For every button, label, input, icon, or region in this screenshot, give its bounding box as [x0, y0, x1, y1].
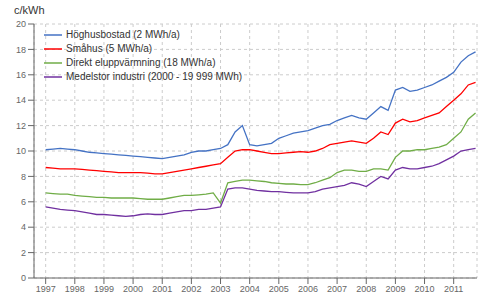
svg-text:2002: 2002	[181, 284, 201, 294]
svg-text:4: 4	[21, 222, 26, 232]
svg-text:2: 2	[21, 248, 26, 258]
svg-text:0: 0	[21, 273, 26, 283]
svg-text:2004: 2004	[240, 284, 260, 294]
svg-text:2005: 2005	[269, 284, 289, 294]
svg-text:2007: 2007	[327, 284, 347, 294]
svg-text:2003: 2003	[211, 284, 231, 294]
svg-text:1999: 1999	[94, 284, 114, 294]
html-text:Direkt eluppvärmning (18 MWh/a: Direkt eluppvärmning (18 MWh/a)	[66, 57, 216, 68]
svg-text:2000: 2000	[123, 284, 143, 294]
svg-text:2011: 2011	[444, 284, 463, 294]
svg-text:2009: 2009	[385, 284, 405, 294]
svg-text:2010: 2010	[415, 284, 435, 294]
svg-text:12: 12	[16, 121, 26, 131]
svg-text:18: 18	[16, 45, 26, 55]
svg-text:8: 8	[21, 172, 26, 182]
svg-text:20: 20	[16, 19, 26, 29]
svg-text:2008: 2008	[356, 284, 376, 294]
svg-text:2006: 2006	[298, 284, 318, 294]
html-text:Medelstor industri (2000 - 19: Medelstor industri (2000 - 19 999 MWh)	[66, 71, 243, 82]
svg-text:16: 16	[16, 70, 26, 80]
svg-text:10: 10	[16, 146, 26, 156]
svg-text:6: 6	[21, 197, 26, 207]
html-text:Höghusbostad (2 MWh/a): Höghusbostad (2 MWh/a)	[66, 29, 180, 40]
html-text:c/kWh: c/kWh	[14, 4, 45, 16]
svg-text:1997: 1997	[36, 284, 56, 294]
svg-text:1998: 1998	[65, 284, 85, 294]
svg-text:14: 14	[16, 95, 26, 105]
svg-text:2001: 2001	[152, 284, 172, 294]
html-text:Småhus (5 MWh/a): Småhus (5 MWh/a)	[66, 43, 153, 54]
